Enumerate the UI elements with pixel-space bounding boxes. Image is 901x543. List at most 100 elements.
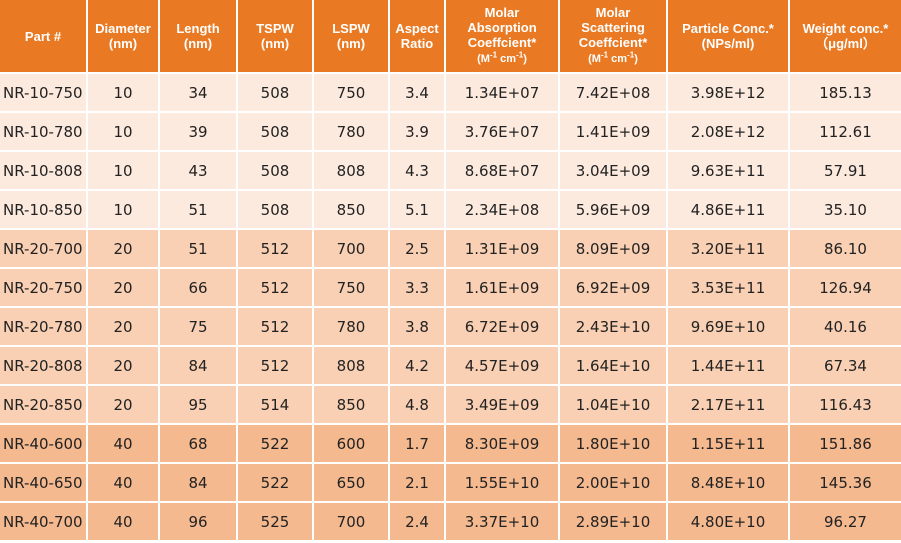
cell-tspw: 514 — [238, 386, 314, 425]
table-row: NR-40-700 40 96 525 700 2.4 3.37E+10 2.8… — [0, 503, 901, 542]
cell-scattering: 1.64E+10 — [560, 347, 668, 386]
cell-absorption: 1.34E+07 — [446, 74, 560, 113]
col-header-part: Part # — [0, 0, 88, 74]
table-row: NR-20-750 20 66 512 750 3.3 1.61E+09 6.9… — [0, 269, 901, 308]
cell-weight-conc: 57.91 — [790, 152, 901, 191]
cell-diameter: 40 — [88, 425, 160, 464]
cell-lspw: 808 — [314, 152, 390, 191]
table-row: NR-10-780 10 39 508 780 3.9 3.76E+07 1.4… — [0, 113, 901, 152]
cell-length: 96 — [160, 503, 238, 542]
cell-tspw: 508 — [238, 191, 314, 230]
cell-length: 51 — [160, 191, 238, 230]
cell-length: 43 — [160, 152, 238, 191]
cell-diameter: 40 — [88, 503, 160, 542]
cell-weight-conc: 86.10 — [790, 230, 901, 269]
cell-lspw: 650 — [314, 464, 390, 503]
cell-part: NR-10-780 — [0, 113, 88, 152]
cell-tspw: 508 — [238, 113, 314, 152]
cell-aspect-ratio: 2.5 — [390, 230, 446, 269]
cell-tspw: 512 — [238, 269, 314, 308]
cell-length: 34 — [160, 74, 238, 113]
cell-diameter: 20 — [88, 230, 160, 269]
cell-particle-conc: 4.86E+11 — [668, 191, 790, 230]
cell-diameter: 10 — [88, 152, 160, 191]
col-header-diameter: Diameter (nm) — [88, 0, 160, 74]
cell-particle-conc: 3.20E+11 — [668, 230, 790, 269]
cell-particle-conc: 3.53E+11 — [668, 269, 790, 308]
col-header-particle-conc: Particle Conc.* (NPs/ml) — [668, 0, 790, 74]
cell-diameter: 20 — [88, 269, 160, 308]
cell-absorption: 3.37E+10 — [446, 503, 560, 542]
cell-aspect-ratio: 3.9 — [390, 113, 446, 152]
table-row: NR-40-650 40 84 522 650 2.1 1.55E+10 2.0… — [0, 464, 901, 503]
cell-tspw: 512 — [238, 230, 314, 269]
cell-particle-conc: 8.48E+10 — [668, 464, 790, 503]
cell-scattering: 1.04E+10 — [560, 386, 668, 425]
cell-particle-conc: 2.17E+11 — [668, 386, 790, 425]
table-row: NR-20-808 20 84 512 808 4.2 4.57E+09 1.6… — [0, 347, 901, 386]
cell-aspect-ratio: 4.3 — [390, 152, 446, 191]
cell-tspw: 508 — [238, 152, 314, 191]
cell-tspw: 522 — [238, 464, 314, 503]
cell-weight-conc: 116.43 — [790, 386, 901, 425]
col-header-length: Length (nm) — [160, 0, 238, 74]
table-row: NR-40-600 40 68 522 600 1.7 8.30E+09 1.8… — [0, 425, 901, 464]
cell-scattering: 5.96E+09 — [560, 191, 668, 230]
cell-weight-conc: 40.16 — [790, 308, 901, 347]
cell-particle-conc: 9.69E+10 — [668, 308, 790, 347]
cell-absorption: 3.49E+09 — [446, 386, 560, 425]
cell-diameter: 20 — [88, 347, 160, 386]
cell-tspw: 508 — [238, 74, 314, 113]
cell-absorption: 1.61E+09 — [446, 269, 560, 308]
cell-aspect-ratio: 5.1 — [390, 191, 446, 230]
cell-lspw: 780 — [314, 308, 390, 347]
cell-part: NR-20-780 — [0, 308, 88, 347]
cell-scattering: 1.41E+09 — [560, 113, 668, 152]
cell-absorption: 8.30E+09 — [446, 425, 560, 464]
cell-lspw: 750 — [314, 269, 390, 308]
cell-aspect-ratio: 2.1 — [390, 464, 446, 503]
cell-diameter: 20 — [88, 308, 160, 347]
cell-particle-conc: 1.44E+11 — [668, 347, 790, 386]
table-row: NR-10-850 10 51 508 850 5.1 2.34E+08 5.9… — [0, 191, 901, 230]
cell-diameter: 40 — [88, 464, 160, 503]
cell-weight-conc: 151.86 — [790, 425, 901, 464]
table-row: NR-10-808 10 43 508 808 4.3 8.68E+07 3.0… — [0, 152, 901, 191]
cell-weight-conc: 112.61 — [790, 113, 901, 152]
col-header-weight-conc: Weight conc.* （μg/ml） — [790, 0, 901, 74]
cell-lspw: 750 — [314, 74, 390, 113]
col-header-aspect-ratio: Aspect Ratio — [390, 0, 446, 74]
cell-scattering: 2.43E+10 — [560, 308, 668, 347]
cell-aspect-ratio: 4.8 — [390, 386, 446, 425]
cell-weight-conc: 126.94 — [790, 269, 901, 308]
cell-length: 66 — [160, 269, 238, 308]
cell-absorption: 1.55E+10 — [446, 464, 560, 503]
cell-absorption: 8.68E+07 — [446, 152, 560, 191]
cell-particle-conc: 4.80E+10 — [668, 503, 790, 542]
col-header-molar-scattering: Molar Scattering Coeffcient* (M-1 cm-1) — [560, 0, 668, 74]
cell-absorption: 1.31E+09 — [446, 230, 560, 269]
cell-particle-conc: 2.08E+12 — [668, 113, 790, 152]
cell-particle-conc: 3.98E+12 — [668, 74, 790, 113]
cell-weight-conc: 185.13 — [790, 74, 901, 113]
cell-lspw: 700 — [314, 503, 390, 542]
cell-weight-conc: 145.36 — [790, 464, 901, 503]
cell-length: 84 — [160, 347, 238, 386]
cell-weight-conc: 35.10 — [790, 191, 901, 230]
cell-weight-conc: 67.34 — [790, 347, 901, 386]
cell-length: 84 — [160, 464, 238, 503]
cell-length: 95 — [160, 386, 238, 425]
cell-absorption: 4.57E+09 — [446, 347, 560, 386]
cell-part: NR-20-750 — [0, 269, 88, 308]
cell-aspect-ratio: 1.7 — [390, 425, 446, 464]
cell-scattering: 1.80E+10 — [560, 425, 668, 464]
cell-aspect-ratio: 4.2 — [390, 347, 446, 386]
table-row: NR-20-700 20 51 512 700 2.5 1.31E+09 8.0… — [0, 230, 901, 269]
cell-scattering: 6.92E+09 — [560, 269, 668, 308]
cell-length: 51 — [160, 230, 238, 269]
cell-lspw: 600 — [314, 425, 390, 464]
cell-tspw: 525 — [238, 503, 314, 542]
cell-aspect-ratio: 3.3 — [390, 269, 446, 308]
table-row: NR-20-780 20 75 512 780 3.8 6.72E+09 2.4… — [0, 308, 901, 347]
